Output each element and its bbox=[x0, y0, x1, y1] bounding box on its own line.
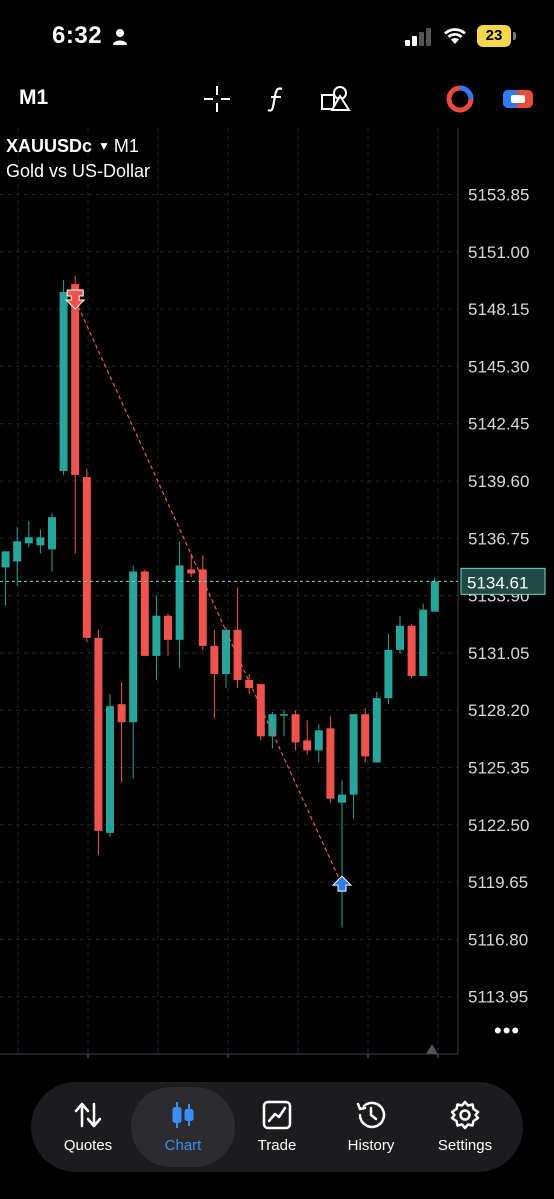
candle-body bbox=[361, 714, 370, 757]
nav-label: Chart bbox=[164, 1137, 202, 1154]
candle-body bbox=[175, 565, 184, 640]
crosshair-icon[interactable] bbox=[202, 84, 232, 114]
y-tick-label: 5131.05 bbox=[468, 644, 529, 663]
trade-toggle-icon[interactable] bbox=[502, 86, 534, 112]
candle-body bbox=[291, 714, 300, 743]
nav-active-highlight bbox=[131, 1087, 235, 1167]
candle-body bbox=[233, 629, 242, 681]
candle-body bbox=[24, 537, 33, 544]
candle-body bbox=[140, 571, 149, 656]
nav-settings[interactable]: Settings bbox=[415, 1087, 515, 1167]
candle-body bbox=[59, 292, 68, 471]
quotes-icon bbox=[74, 1102, 102, 1128]
candle-body bbox=[210, 645, 219, 675]
chart-icon bbox=[172, 1102, 194, 1128]
battery-icon: 23 bbox=[477, 25, 511, 47]
y-tick-label: 5148.15 bbox=[468, 300, 529, 319]
y-tick-label: 5119.65 bbox=[468, 873, 528, 892]
sell-arrow-icon bbox=[64, 289, 86, 310]
candle-body bbox=[71, 283, 80, 475]
candle-body bbox=[430, 581, 439, 612]
person-icon bbox=[113, 29, 127, 45]
symbol-dropdown-icon: ▼ bbox=[98, 139, 110, 153]
status-time: 6:32 bbox=[52, 22, 103, 49]
candle-body bbox=[94, 637, 103, 831]
candle-body bbox=[372, 698, 381, 763]
candle-body bbox=[349, 714, 358, 795]
symbol-description: Gold vs US-Dollar bbox=[6, 161, 151, 181]
candle-body bbox=[36, 537, 45, 546]
status-bar: 6:32 23 bbox=[0, 0, 554, 75]
candle-body bbox=[407, 625, 416, 677]
nav-label: Settings bbox=[437, 1137, 493, 1154]
timeframe-button[interactable]: M1 bbox=[19, 86, 49, 109]
candle-body bbox=[1, 551, 10, 568]
trade-icon bbox=[262, 1100, 292, 1130]
current-price-badge bbox=[460, 567, 546, 595]
y-tick-label: 5136.75 bbox=[468, 529, 529, 548]
candle-body bbox=[48, 517, 56, 550]
candle-body bbox=[13, 541, 22, 562]
y-tick-label: 5153.85 bbox=[468, 186, 529, 205]
y-tick-label: 5128.20 bbox=[468, 701, 529, 720]
y-tick-label: 5116.80 bbox=[468, 930, 528, 949]
candle-body bbox=[303, 740, 312, 751]
objects-icon[interactable] bbox=[320, 84, 352, 114]
cellular-signal-icon bbox=[405, 28, 431, 46]
candle-body bbox=[326, 728, 335, 799]
candle-body bbox=[187, 569, 196, 574]
candle-body bbox=[338, 794, 346, 803]
battery-tip bbox=[513, 32, 516, 40]
candle-body bbox=[384, 649, 393, 699]
candle-body bbox=[198, 569, 207, 646]
candle-body bbox=[106, 706, 114, 833]
candle-body bbox=[268, 714, 277, 737]
candle-body bbox=[314, 730, 323, 751]
function-icon[interactable] bbox=[262, 84, 292, 114]
symbol-name: XAUUSDc bbox=[6, 136, 93, 156]
candle-body bbox=[396, 625, 404, 650]
nav-quotes[interactable]: Quotes bbox=[38, 1087, 138, 1167]
y-tick-label: 5145.30 bbox=[468, 357, 529, 376]
y-tick-label: 5113.95 bbox=[468, 988, 528, 1007]
y-tick-label: 5151.00 bbox=[468, 243, 529, 262]
one-click-trading-icon[interactable] bbox=[444, 85, 476, 113]
settings-icon bbox=[450, 1100, 480, 1130]
history-icon bbox=[356, 1101, 386, 1129]
current-price-label: 5134.61 bbox=[467, 573, 528, 592]
candle-body bbox=[280, 714, 288, 716]
symbol-title[interactable]: XAUUSDc ▼ M1 bbox=[6, 136, 139, 157]
more-options-icon[interactable]: ••• bbox=[494, 1018, 521, 1043]
price-chart[interactable]: 5153.85 5151.00 5148.15 5145.30 5142.45 5139.… bbox=[0, 128, 554, 1058]
candle-body bbox=[222, 629, 230, 675]
buy-arrow-icon bbox=[331, 875, 353, 892]
nav-chart[interactable]: Chart bbox=[133, 1087, 233, 1167]
y-tick-label: 5139.60 bbox=[468, 472, 529, 491]
last-bar-marker bbox=[426, 1044, 438, 1054]
y-tick-label: 5125.35 bbox=[468, 759, 529, 778]
wifi-icon bbox=[444, 28, 466, 44]
candle-body bbox=[245, 680, 254, 689]
nav-label: Trade bbox=[257, 1137, 297, 1154]
candle-body bbox=[117, 704, 126, 723]
candle-body bbox=[82, 476, 91, 638]
nav-trade[interactable]: Trade bbox=[227, 1087, 327, 1167]
nav-label: Quotes bbox=[63, 1137, 113, 1154]
symbol-timeframe: M1 bbox=[113, 136, 139, 156]
y-tick-label: 5122.50 bbox=[468, 816, 529, 835]
trade-connector-line bbox=[74, 299, 343, 886]
candle-body bbox=[152, 615, 161, 656]
candle-body bbox=[256, 684, 265, 737]
nav-label: History bbox=[347, 1137, 395, 1154]
candlestick-chart[interactable]: 5153.85 5151.00 5148.15 5145.30 5142.45 5139.… bbox=[0, 128, 554, 1058]
candle-body bbox=[129, 571, 138, 723]
candle-body bbox=[419, 609, 428, 677]
nav-history[interactable]: History bbox=[321, 1087, 421, 1167]
candle-body bbox=[164, 615, 172, 640]
y-tick-label: 5142.45 bbox=[468, 415, 529, 434]
